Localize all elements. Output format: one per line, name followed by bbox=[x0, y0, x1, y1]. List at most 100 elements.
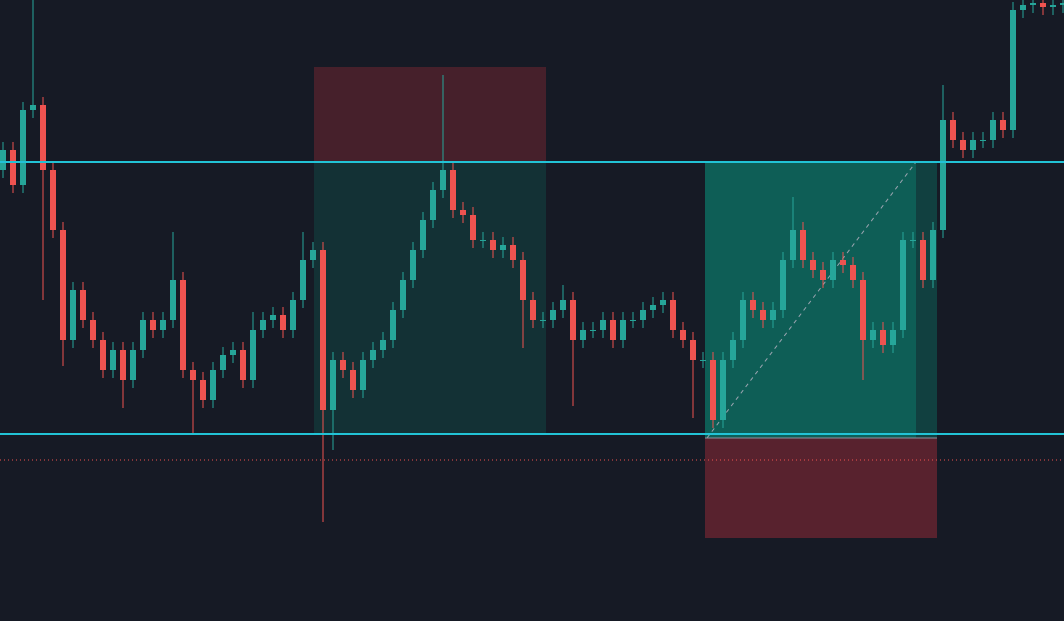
candle-body bbox=[480, 240, 486, 241]
candle-body bbox=[870, 330, 876, 340]
candle-body bbox=[580, 330, 586, 340]
candle-body bbox=[420, 220, 426, 250]
candle-body bbox=[410, 250, 416, 280]
candle-body bbox=[20, 110, 26, 185]
candle-body bbox=[880, 330, 886, 345]
candle-body bbox=[230, 350, 236, 355]
candle-body bbox=[840, 260, 846, 265]
candle-body bbox=[550, 310, 556, 320]
candle-body bbox=[790, 230, 796, 260]
filled-zone bbox=[705, 162, 916, 438]
trade-path bbox=[706, 161, 917, 439]
candle-body bbox=[680, 330, 686, 340]
candle-body bbox=[1030, 3, 1036, 5]
candle-body bbox=[300, 260, 306, 300]
candle-body bbox=[80, 290, 86, 320]
candle-body bbox=[590, 330, 596, 331]
candle-body bbox=[280, 315, 286, 330]
candle-body bbox=[210, 370, 216, 400]
candle-body bbox=[260, 320, 266, 330]
candle-body bbox=[900, 240, 906, 330]
candle-body bbox=[890, 330, 896, 345]
candle-body bbox=[0, 150, 6, 170]
candle-body bbox=[610, 320, 616, 340]
candle-body bbox=[30, 105, 36, 110]
candle-body bbox=[800, 230, 806, 260]
candle-body bbox=[40, 105, 46, 170]
candle-body bbox=[200, 380, 206, 400]
candle-body bbox=[1060, 3, 1064, 5]
candle-body bbox=[270, 315, 276, 320]
candle-body bbox=[750, 300, 756, 310]
candle-body bbox=[730, 340, 736, 360]
candle-body bbox=[960, 140, 966, 150]
positions bbox=[314, 67, 937, 538]
stop-zone bbox=[314, 67, 546, 162]
candle-body bbox=[60, 230, 66, 340]
candle-body bbox=[850, 265, 856, 280]
candle-body bbox=[500, 245, 506, 250]
candle-body bbox=[970, 140, 976, 150]
candle-body bbox=[660, 300, 666, 305]
candle-body bbox=[150, 320, 156, 330]
candle-body bbox=[320, 250, 326, 410]
candle-body bbox=[520, 260, 526, 300]
candle-body bbox=[620, 320, 626, 340]
candle-body bbox=[810, 260, 816, 270]
candle-body bbox=[450, 170, 456, 210]
candle-body bbox=[1040, 3, 1046, 7]
candle-body bbox=[90, 320, 96, 340]
candle-body bbox=[380, 340, 386, 350]
candle-body bbox=[370, 350, 376, 360]
candle-body bbox=[50, 170, 56, 230]
levels bbox=[0, 161, 1064, 461]
candle-body bbox=[930, 230, 936, 280]
candle-body bbox=[600, 320, 606, 330]
candle-body bbox=[290, 300, 296, 330]
candle-body bbox=[220, 355, 226, 370]
candle-body bbox=[760, 310, 766, 320]
candle-body bbox=[630, 320, 636, 321]
candle-body bbox=[360, 360, 366, 390]
candle-body bbox=[670, 300, 676, 330]
candle-body bbox=[650, 305, 656, 310]
candle-body bbox=[390, 310, 396, 340]
candle-body bbox=[830, 260, 836, 280]
candle-body bbox=[330, 360, 336, 410]
candle-body bbox=[950, 120, 956, 140]
candle-body bbox=[770, 310, 776, 320]
candle-body bbox=[1050, 5, 1056, 7]
candle-body bbox=[700, 360, 706, 361]
candle-body bbox=[340, 360, 346, 370]
candle-body bbox=[540, 320, 546, 321]
candle-body bbox=[1010, 10, 1016, 130]
candle-body bbox=[430, 190, 436, 220]
candle-body bbox=[860, 280, 866, 340]
candle-body bbox=[240, 350, 246, 380]
candle-body bbox=[530, 300, 536, 320]
candle-body bbox=[140, 320, 146, 350]
candle-body bbox=[1000, 120, 1006, 130]
candle-body bbox=[70, 290, 76, 340]
candle-body bbox=[190, 370, 196, 380]
candle-body bbox=[720, 360, 726, 420]
candle-body bbox=[310, 250, 316, 260]
candle-body bbox=[980, 140, 986, 141]
candle-body bbox=[120, 350, 126, 380]
candle-body bbox=[130, 350, 136, 380]
candle-body bbox=[780, 260, 786, 310]
candle-body bbox=[510, 245, 516, 260]
candle-body bbox=[400, 280, 406, 310]
candle-body bbox=[740, 300, 746, 340]
candle-body bbox=[460, 210, 466, 215]
candle-body bbox=[570, 300, 576, 340]
candle-body bbox=[710, 360, 716, 420]
candle-body bbox=[940, 120, 946, 230]
candle-body bbox=[920, 240, 926, 280]
candle-body bbox=[180, 280, 186, 370]
candle-body bbox=[490, 240, 496, 250]
candle-body bbox=[470, 215, 476, 240]
candle-body bbox=[160, 320, 166, 330]
candle-body bbox=[640, 310, 646, 320]
